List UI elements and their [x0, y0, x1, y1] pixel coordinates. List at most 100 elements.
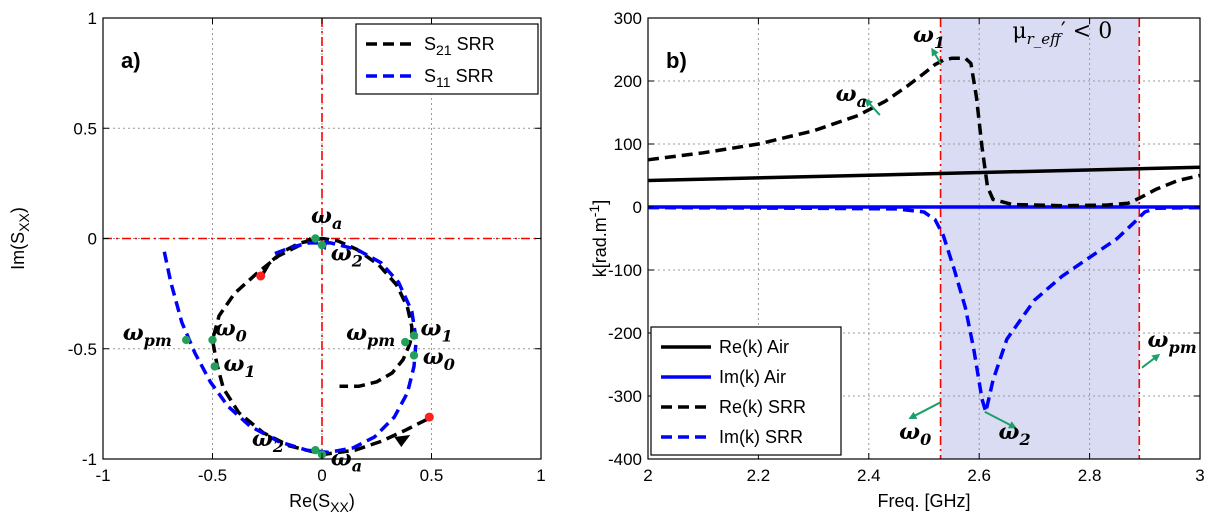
- y-tick-label: 300: [614, 9, 642, 28]
- omega-sub: 2: [272, 437, 284, 456]
- x-tick-label: 2.2: [747, 466, 771, 485]
- omega-main: ω: [1148, 327, 1169, 353]
- omega-main: ω: [999, 419, 1020, 445]
- legend-box: [355, 23, 539, 95]
- omega-sub: pm: [1169, 338, 1197, 357]
- series-line: [261, 236, 414, 388]
- omega-main: ω: [836, 81, 857, 107]
- omega-sub: 2: [1018, 430, 1030, 449]
- series-line: [162, 241, 418, 455]
- omega-main: ω: [346, 320, 367, 346]
- panel-label: a): [121, 48, 141, 73]
- y-axis-label: Im(SXX): [8, 207, 32, 270]
- legend-entry-sub: 11: [436, 74, 451, 90]
- x-tick-label: 0.5: [420, 466, 444, 485]
- x-axis-label-sub: XX: [330, 499, 349, 515]
- omega-sub: 0: [920, 430, 931, 449]
- annotation-arrow: [864, 98, 881, 116]
- x-tick-label: -1: [95, 466, 110, 485]
- frequency-marker: [210, 362, 219, 371]
- band-label-sub: r_eff: [1027, 30, 1064, 48]
- omega-main: ω: [423, 344, 444, 370]
- omega-label: ωpm: [123, 320, 172, 350]
- y-tick-label: 200: [614, 72, 642, 91]
- y-tick-label: -400: [608, 450, 642, 469]
- omega-main: ω: [215, 316, 236, 342]
- x-tick-label: 2.4: [857, 466, 881, 485]
- legend-entry: Re(k) SRR: [719, 397, 806, 417]
- omega-main: ω: [223, 351, 244, 377]
- legend-entry-main: S: [424, 34, 436, 54]
- legend-entry: Im(k) Air: [719, 367, 786, 387]
- legend-entry: S11 SRR: [424, 66, 494, 90]
- band-label-rest: ′ < 0: [1061, 19, 1112, 44]
- frequency-marker: [409, 331, 419, 340]
- omega-label: ω0: [215, 316, 247, 346]
- omega-sub: pm: [367, 331, 395, 350]
- series-line: [210, 237, 428, 457]
- omega-sub: 1: [934, 33, 945, 52]
- legend-entry: Im(k) SRR: [719, 427, 803, 447]
- y-axis-label-end: ]: [590, 200, 610, 205]
- omega-main: ω: [123, 320, 144, 346]
- y-axis-label-end: ): [8, 207, 28, 213]
- y-tick-label: 100: [614, 135, 642, 154]
- x-axis-label-end: ): [349, 491, 355, 511]
- annotation-arrow: [984, 410, 1017, 429]
- omega-label: ω0: [423, 344, 455, 374]
- omega-sub: pm: [144, 331, 172, 350]
- legend-entry-sub: 21: [436, 42, 452, 58]
- omega-label: ω2: [999, 419, 1031, 449]
- band-label: μr_eff′ < 0: [1012, 19, 1112, 48]
- y-tick-label: -100: [608, 261, 642, 280]
- omega-sub: 0: [236, 327, 247, 346]
- legend-entry-main: S: [424, 66, 436, 86]
- series-line: [647, 205, 1201, 414]
- frequency-marker: [409, 351, 419, 360]
- frequency-marker: [311, 234, 320, 243]
- omega-sub: 2: [351, 252, 363, 271]
- frequency-marker: [401, 337, 410, 347]
- x-axis-label: Re(SXX): [289, 491, 355, 515]
- y-tick-label: -300: [608, 387, 642, 406]
- negative-mu-band: [940, 18, 1140, 459]
- legend-entry-rest: SRR: [451, 66, 494, 86]
- frequency-marker: [317, 240, 327, 250]
- y-axis-label: k[rad.m-1]: [586, 200, 610, 277]
- omega-main: ω: [899, 419, 920, 445]
- omega-sub: a: [332, 214, 342, 233]
- y-tick-label: 0: [633, 198, 642, 217]
- omega-label: ωpm: [346, 320, 395, 350]
- omega-label: ω2: [331, 241, 363, 271]
- omega-label: ω1: [913, 22, 945, 52]
- y-axis-label-main: Im(S: [8, 232, 28, 270]
- y-tick-label: 1: [88, 9, 97, 28]
- x-axis-label-main: Re(S: [289, 491, 330, 511]
- omega-label: ωa: [836, 81, 867, 111]
- annotation-arrow: [931, 47, 942, 64]
- x-tick-label: 2.6: [967, 466, 991, 485]
- omega-main: ω: [252, 426, 273, 452]
- omega-sub: 1: [244, 362, 255, 381]
- legend-entry: S21 SRR: [424, 34, 495, 58]
- omega-main: ω: [311, 203, 332, 229]
- y-axis-label-sub: XX: [16, 213, 32, 232]
- omega-sub: 0: [444, 355, 455, 374]
- x-tick-label: -0.5: [198, 466, 227, 485]
- omega-label: ω0: [899, 419, 931, 449]
- y-tick-label: 0.5: [73, 119, 97, 138]
- legend-entry: Re(k) Air: [719, 337, 789, 357]
- omega-label: ωpm: [1148, 327, 1197, 357]
- y-axis-label-sup: -1: [586, 205, 602, 218]
- y-tick-label: 0: [88, 230, 97, 249]
- omega-label: ω1: [223, 351, 255, 381]
- frequency-marker: [182, 335, 191, 345]
- y-tick-label: -200: [608, 324, 642, 343]
- omega-sub: 1: [442, 327, 453, 346]
- x-tick-label: 2.8: [1078, 466, 1102, 485]
- annotation-arrow: [1141, 353, 1161, 369]
- omega-label: ω2: [252, 426, 284, 456]
- x-tick-label: 2: [643, 466, 652, 485]
